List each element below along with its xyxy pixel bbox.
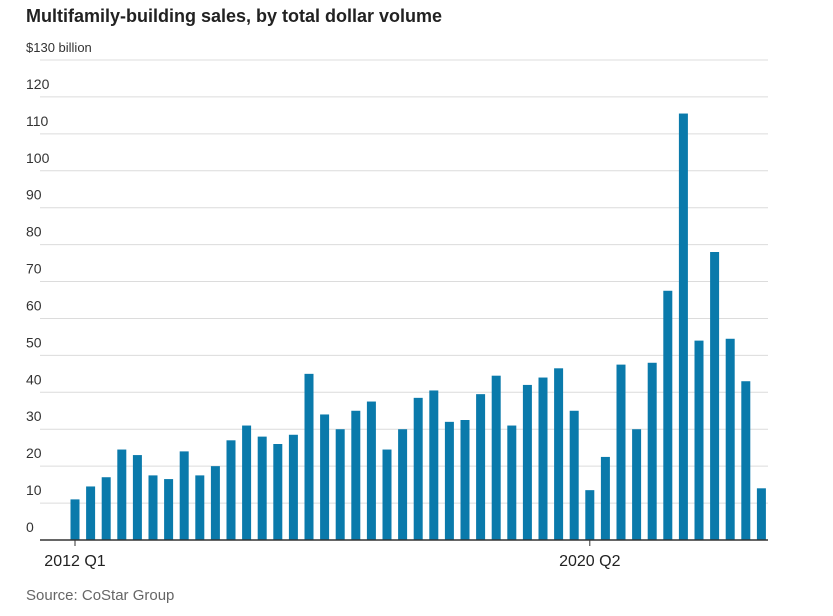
bar: [242, 425, 252, 540]
bar: [101, 477, 111, 540]
x-tick-label: 2012 Q1: [44, 553, 105, 570]
y-tick-label: 50: [26, 334, 42, 350]
bar: [117, 449, 127, 540]
bar: [366, 401, 376, 540]
bar: [538, 377, 548, 540]
chart-title: Multifamily-building sales, by total dol…: [26, 6, 443, 26]
bar: [148, 475, 158, 540]
bar: [694, 340, 704, 540]
y-tick-label: 20: [26, 445, 42, 461]
bar: [756, 488, 766, 540]
y-tick-label: 90: [26, 187, 42, 203]
x-tick-label: 2020 Q2: [559, 553, 620, 570]
bar: [70, 499, 80, 540]
bar: [507, 425, 517, 540]
bar: [351, 410, 361, 540]
bar: [304, 373, 314, 540]
y-tick-label: 100: [26, 150, 50, 166]
bar: [647, 362, 657, 540]
bar: [678, 113, 688, 541]
bar: [320, 414, 330, 540]
bar: [429, 390, 439, 540]
source-note: Source: CoStar Group: [26, 587, 175, 604]
bar: [179, 451, 189, 540]
bar: [226, 440, 236, 540]
bar: [195, 475, 205, 540]
bar: [491, 375, 501, 540]
bar: [288, 434, 298, 540]
bar: [335, 429, 345, 540]
y-tick-label: 0: [26, 519, 34, 535]
y-tick-label: 70: [26, 261, 42, 277]
bar: [569, 410, 579, 540]
y-tick-label: 110: [26, 113, 49, 129]
bar: [710, 252, 720, 540]
bar: [476, 394, 486, 540]
bar: [413, 397, 423, 540]
bar: [164, 479, 174, 540]
bar: [632, 429, 642, 540]
y-tick-label: $130 billion: [26, 40, 92, 55]
y-tick-label: 30: [26, 408, 42, 424]
bar: [257, 436, 267, 540]
y-tick-label: 10: [26, 482, 42, 498]
bar: [398, 429, 408, 540]
bar: [725, 338, 735, 540]
bar: [444, 421, 454, 540]
y-tick-label: 120: [26, 76, 50, 92]
bar: [132, 455, 142, 540]
bar: [585, 490, 595, 540]
bar: [210, 466, 220, 540]
y-tick-label: 60: [26, 297, 42, 313]
y-tick-label: 40: [26, 371, 42, 387]
bar: [382, 449, 392, 540]
bar: [86, 486, 96, 540]
bar: [460, 420, 470, 540]
bar: [741, 381, 751, 540]
bar: [663, 290, 673, 540]
bar: [616, 364, 626, 540]
bar: [273, 444, 283, 540]
y-tick-label: 80: [26, 224, 42, 240]
bar: [522, 384, 532, 540]
bar: [600, 456, 610, 540]
bar: [554, 368, 564, 540]
